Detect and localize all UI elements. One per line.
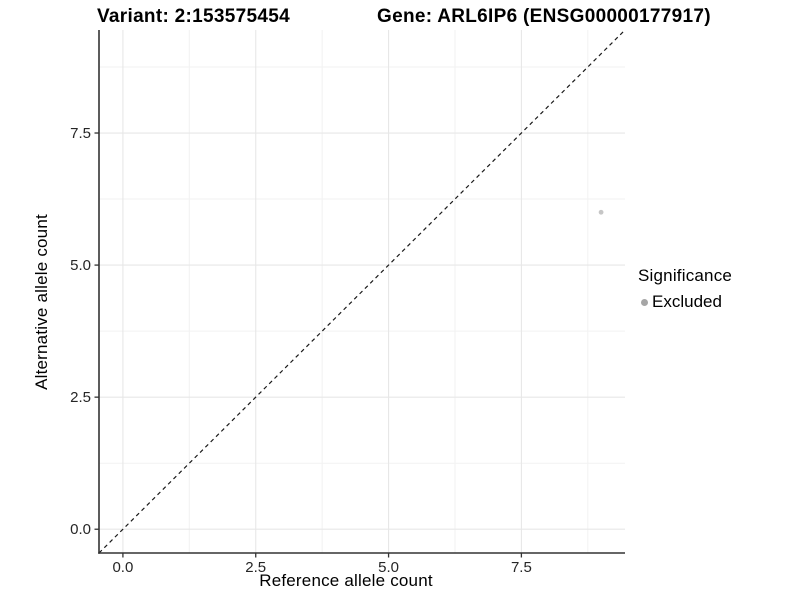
legend-point-icon [641, 298, 648, 306]
legend-item-label: Excluded [652, 292, 722, 311]
variant-title: Variant: 2:153575454 [97, 6, 290, 27]
gene-title: Gene: ARL6IP6 (ENSG00000177917) [377, 6, 711, 27]
identity-line [98, 29, 626, 554]
legend-title: Significance [638, 266, 733, 285]
y-tick-label: 2.5 [70, 389, 91, 406]
y-tick-label: 0.0 [70, 521, 91, 538]
x-tick-label: 5.0 [378, 559, 399, 576]
data-point [598, 209, 604, 215]
x-axis-title: Reference allele count [259, 571, 433, 590]
x-tick-label: 2.5 [245, 559, 266, 576]
x-tick-label: 0.0 [112, 559, 133, 576]
x-tick-label: 7.5 [511, 559, 532, 576]
legend-item-excluded: Excluded [638, 292, 732, 312]
y-tick-label: 5.0 [70, 257, 91, 274]
y-axis-title: Alternative allele count [32, 214, 51, 390]
legend: Significance Excluded [638, 266, 732, 312]
y-tick-label: 7.5 [70, 125, 91, 142]
